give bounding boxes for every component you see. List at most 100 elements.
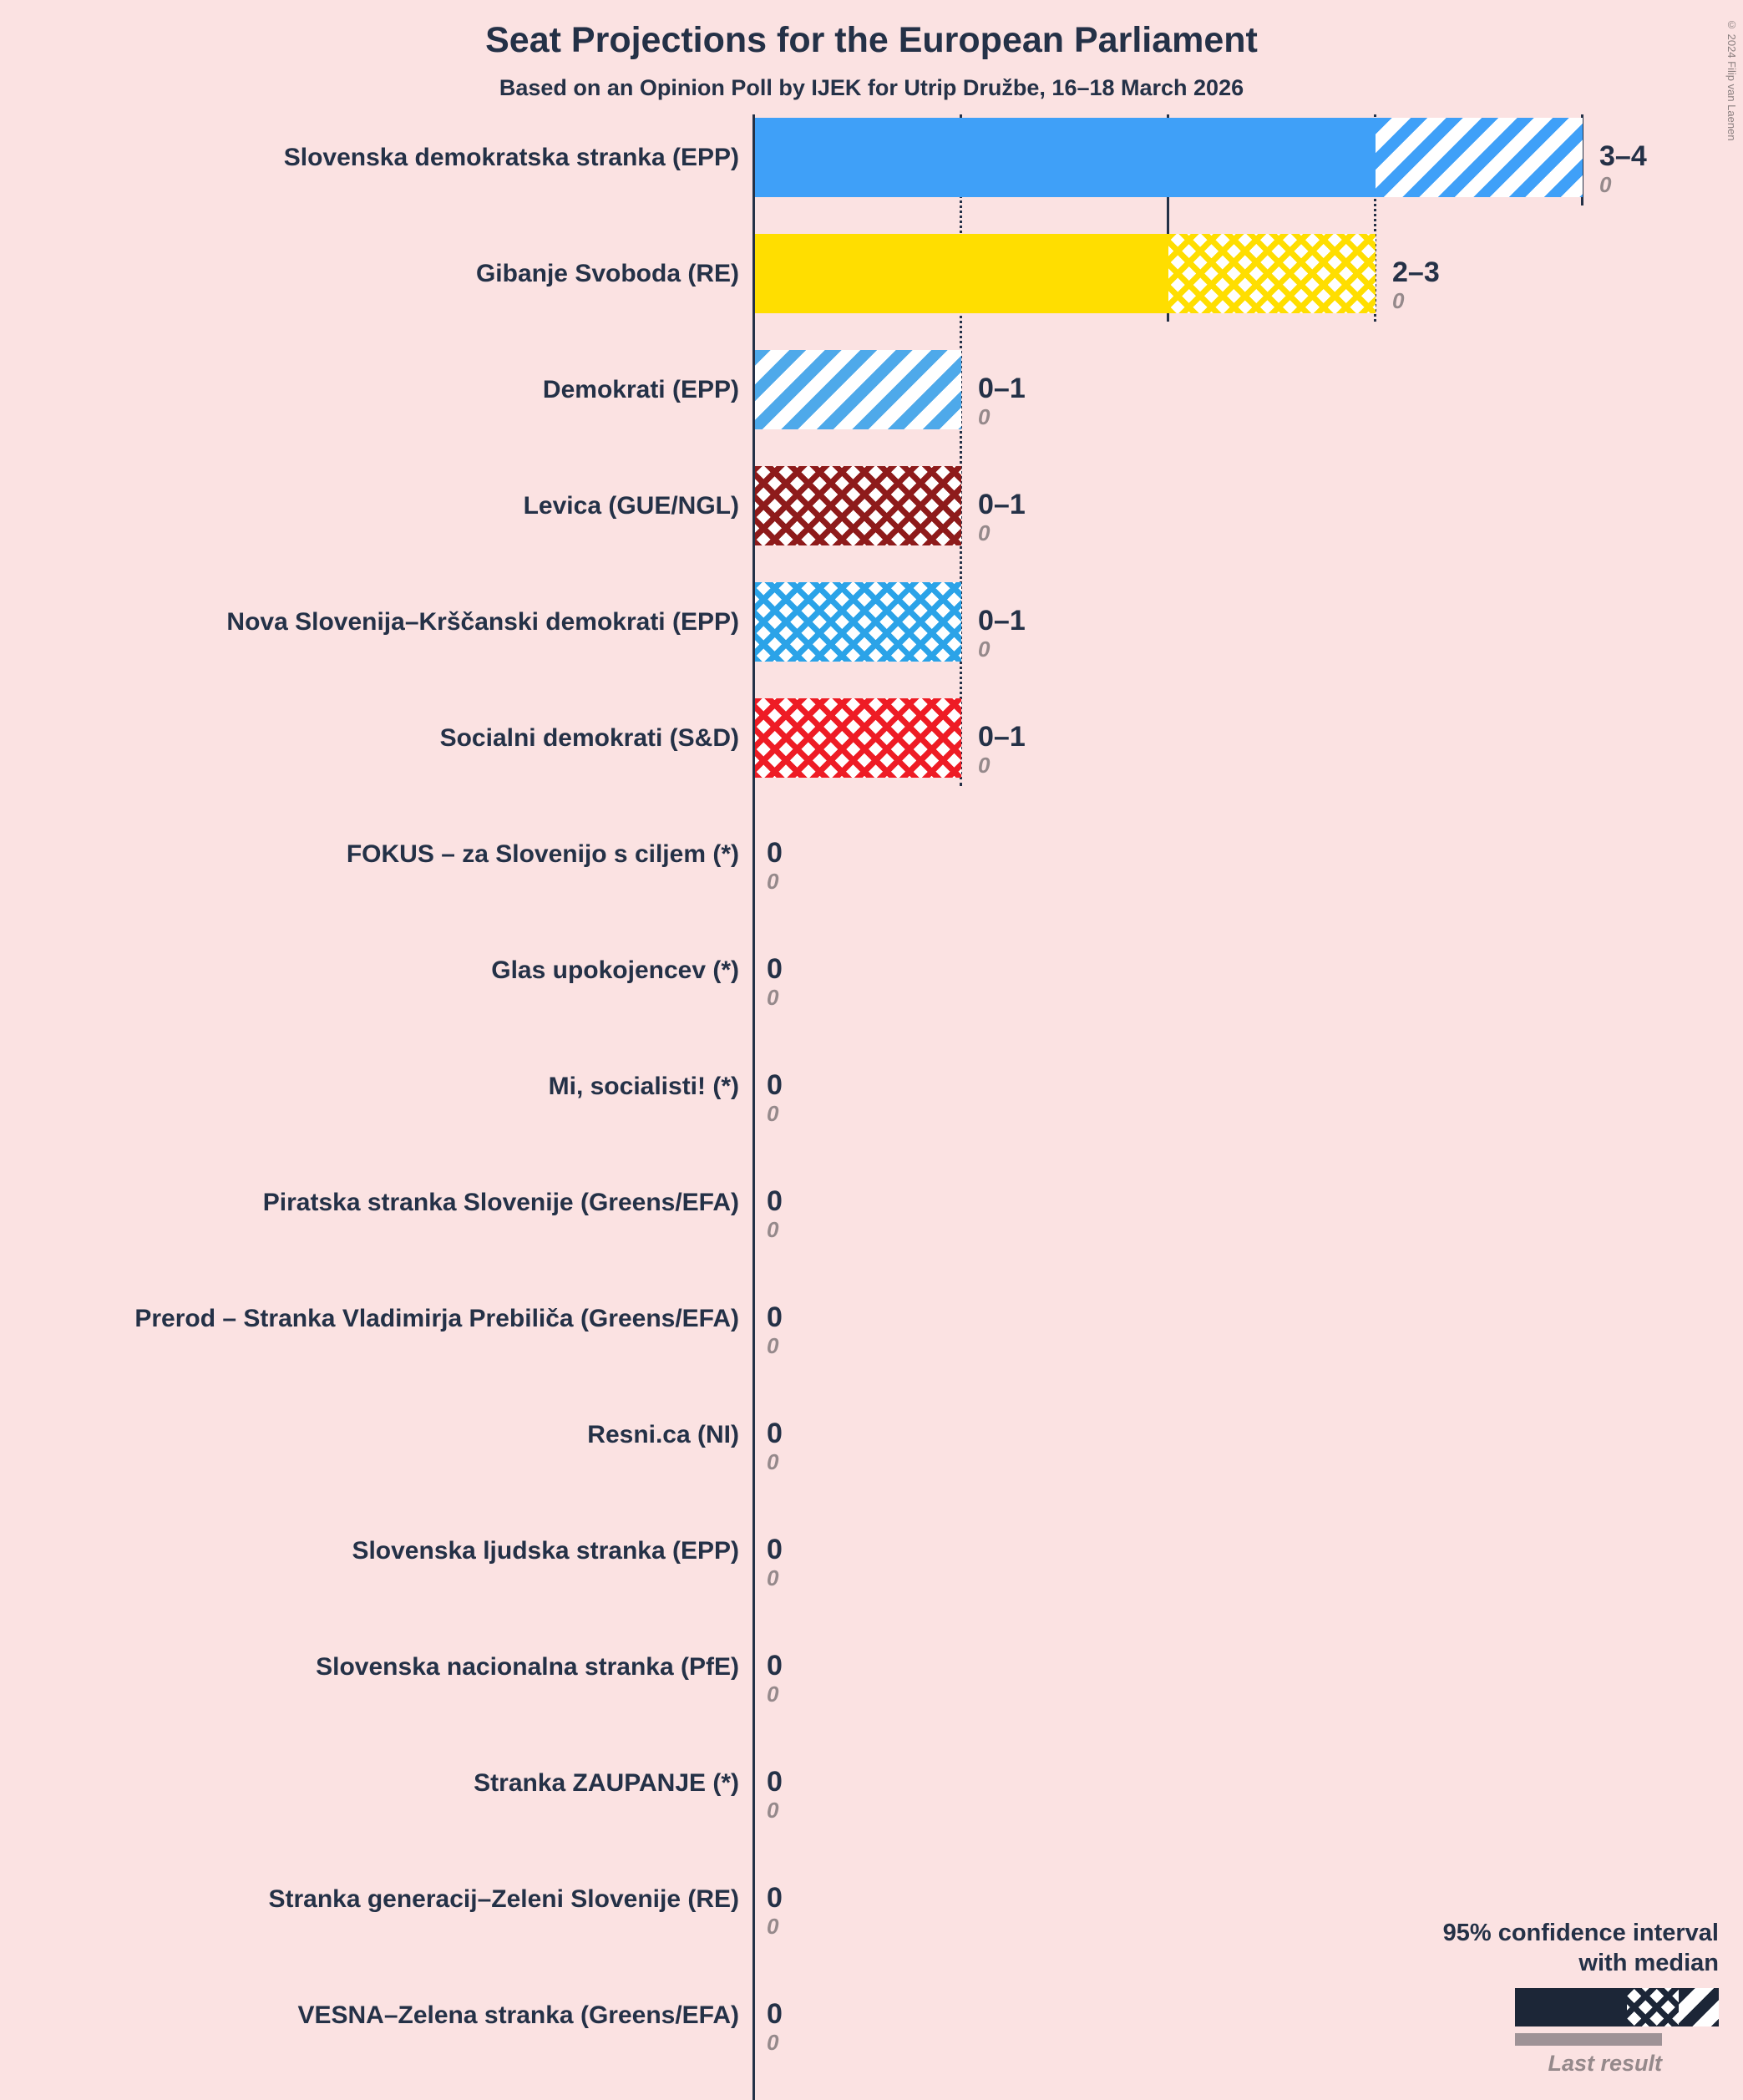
party-label: Levica (GUE/NGL) [523,491,739,520]
value-labels: 0 0 [767,1882,783,1939]
party-row: Slovenska demokratska stranka (EPP) 3–4 … [0,99,1743,216]
confidence-interval-label: 0 [767,1534,783,1565]
confidence-interval-label: 3–4 [1599,140,1647,172]
legend-ci-sample-bar [1515,1988,1719,2026]
party-row: Gibanje Svoboda (RE) 2–3 0 [0,216,1743,332]
chart-title: Seat Projections for the European Parlia… [485,20,1258,60]
party-row: Resni.ca (NI) 0 0 [0,1377,1743,1493]
confidence-interval-label: 0 [767,1301,783,1333]
party-label: Slovenska nacionalna stranka (PfE) [316,1652,739,1681]
party-row: Demokrati (EPP) 0–1 0 [0,332,1743,448]
chart-rows: Slovenska demokratska stranka (EPP) 3–4 … [0,99,1743,2073]
value-labels: 0 0 [767,1766,783,1823]
party-row: Stranka ZAUPANJE (*) 0 0 [0,1725,1743,1841]
party-label: Glas upokojencev (*) [491,956,739,984]
last-result-value: 0 [767,2030,779,2055]
party-row: Slovenska nacionalna stranka (PfE) 0 0 [0,1609,1743,1725]
confidence-interval-label: 0 [767,837,783,869]
seat-bar [754,234,1376,313]
last-result-value: 0 [767,1914,779,1939]
last-result-value: 0 [978,520,991,545]
confidence-interval-label: 0 [767,1998,783,2030]
chart-legend: 95% confidence interval with median Last… [1318,1918,1719,2077]
y-axis-line [752,114,755,2100]
last-result-value: 0 [767,1565,779,1590]
confidence-interval-label: 0–1 [978,373,1026,404]
seat-bar [754,350,961,429]
value-labels: 0–1 0 [978,373,1026,429]
value-labels: 0 0 [767,837,783,894]
confidence-interval-label: 0 [767,1069,783,1101]
seat-bar-hatched-segment [754,350,961,429]
legend-ci-label-line1: 95% confidence interval [1442,1920,1719,1946]
last-result-value: 0 [978,404,991,429]
party-row: VESNA–Zelena stranka (Greens/EFA) 0 0 [0,1957,1743,2073]
gridline-2-seats [1167,114,1169,322]
party-label: Resni.ca (NI) [587,1420,739,1448]
legend-last-result-sample-bar [1515,2033,1662,2046]
legend-solid-sample [1515,1988,1627,2026]
party-label: Stranka ZAUPANJE (*) [474,1768,739,1797]
value-labels: 0 0 [767,1069,783,1126]
party-row: Piratska stranka Slovenije (Greens/EFA) … [0,1144,1743,1261]
party-label: Nova Slovenija–Krščanski demokrati (EPP) [226,607,739,636]
party-label: FOKUS – za Slovenijo s ciljem (*) [346,839,739,868]
confidence-interval-label: 0 [767,1882,783,1914]
last-result-value: 0 [767,1682,779,1707]
confidence-interval-label: 0–1 [978,489,1026,520]
confidence-interval-label: 0 [767,1185,783,1217]
seat-bar-hatched-segment [1376,118,1583,197]
confidence-interval-label: 2–3 [1392,256,1440,288]
confidence-interval-label: 0 [767,1418,783,1449]
party-label: Socialni demokrati (S&D) [439,723,739,752]
legend-ci-label-line2: with median [1578,1950,1719,1976]
value-labels: 0 0 [767,1998,783,2055]
party-row: Prerod – Stranka Vladimirja Prebiliča (G… [0,1261,1743,1377]
party-label: Gibanje Svoboda (RE) [475,259,739,287]
party-row: Mi, socialisti! (*) 0 0 [0,1028,1743,1144]
value-labels: 0 0 [767,1534,783,1590]
seat-bar-solid-segment [754,234,1168,313]
last-result-value: 0 [767,869,779,894]
confidence-interval-label: 0 [767,953,783,985]
last-result-value: 0 [1599,172,1612,197]
party-row: Slovenska ljudska stranka (EPP) 0 0 [0,1493,1743,1609]
last-result-value: 0 [978,637,991,662]
value-labels: 0 0 [767,1301,783,1358]
party-row: FOKUS – za Slovenijo s ciljem (*) 0 0 [0,796,1743,912]
party-label: Piratska stranka Slovenije (Greens/EFA) [262,1188,739,1216]
confidence-interval-label: 0 [767,1650,783,1682]
last-result-value: 0 [767,1217,779,1242]
party-label: Slovenska ljudska stranka (EPP) [352,1536,739,1565]
value-labels: 0–1 0 [978,721,1026,778]
seat-bar [754,698,961,778]
party-label: Demokrati (EPP) [542,375,739,403]
seat-bar [754,118,1583,197]
seat-bar-solid-segment [754,118,1376,197]
legend-crosshatch-sample [1627,1988,1679,2026]
value-labels: 0 0 [767,1650,783,1707]
last-result-value: 0 [1392,288,1405,313]
seat-bar-hatched-segment [754,466,961,545]
legend-last-result-label: Last result [1548,2051,1662,2076]
value-labels: 0 0 [767,1185,783,1242]
seat-bar [754,466,961,545]
confidence-interval-label: 0–1 [978,721,1026,753]
value-labels: 2–3 0 [1392,256,1440,313]
legend-diagonal-sample [1679,1988,1719,2026]
value-labels: 0 0 [767,1418,783,1474]
copyright-note: © 2024 Filip van Laenen [1725,18,1738,141]
party-label: Stranka generacij–Zeleni Slovenije (RE) [268,1884,739,1913]
party-row: Glas upokojencev (*) 0 0 [0,912,1743,1028]
value-labels: 0–1 0 [978,605,1026,662]
confidence-interval-label: 0 [767,1766,783,1798]
value-labels: 3–4 0 [1599,140,1647,197]
gridline-3-seats [1374,114,1376,322]
value-labels: 0 0 [767,953,783,1010]
party-row: Socialni demokrati (S&D) 0–1 0 [0,680,1743,796]
seat-bar-hatched-segment [754,582,961,662]
confidence-interval-label: 0–1 [978,605,1026,637]
party-row: Stranka generacij–Zeleni Slovenije (RE) … [0,1841,1743,1957]
value-labels: 0–1 0 [978,489,1026,545]
